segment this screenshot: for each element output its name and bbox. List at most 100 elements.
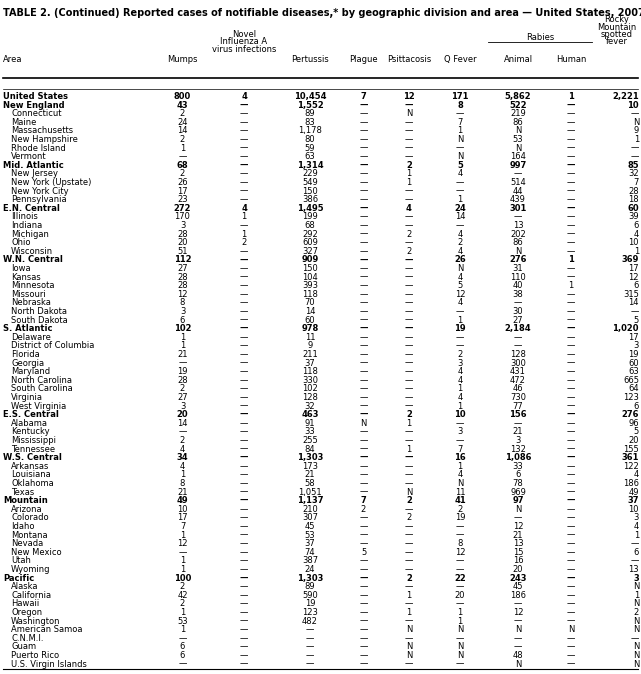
Text: 21: 21 [178, 487, 188, 497]
Text: 2: 2 [406, 574, 412, 582]
Text: 21: 21 [513, 530, 523, 540]
Text: Washington: Washington [11, 617, 60, 625]
Text: —: — [567, 445, 575, 454]
Text: 18: 18 [628, 195, 639, 204]
Text: —: — [567, 315, 575, 325]
Text: —: — [240, 470, 248, 479]
Text: —: — [567, 393, 575, 402]
Text: 4: 4 [458, 272, 463, 282]
Text: —: — [359, 453, 368, 462]
Text: 28: 28 [177, 230, 188, 239]
Text: —: — [240, 333, 248, 342]
Text: 4: 4 [458, 393, 463, 402]
Text: 1,303: 1,303 [297, 574, 323, 582]
Text: —: — [240, 402, 248, 410]
Text: —: — [567, 522, 575, 531]
Text: N: N [406, 651, 412, 660]
Text: N: N [633, 118, 639, 127]
Text: 255: 255 [302, 436, 318, 445]
Text: California: California [11, 591, 51, 600]
Text: 4: 4 [180, 462, 185, 471]
Text: —: — [567, 195, 575, 204]
Text: Kansas: Kansas [11, 272, 41, 282]
Text: 12: 12 [513, 608, 523, 617]
Text: 14: 14 [304, 307, 315, 316]
Text: —: — [405, 505, 413, 514]
Text: 609: 609 [302, 238, 318, 247]
Text: Rocky: Rocky [604, 15, 629, 24]
Text: —: — [567, 384, 575, 394]
Text: 4: 4 [241, 92, 247, 101]
Text: —: — [567, 410, 575, 419]
Text: —: — [567, 109, 575, 118]
Text: —: — [240, 350, 248, 359]
Text: —: — [360, 393, 368, 402]
Text: 104: 104 [302, 272, 318, 282]
Text: 41: 41 [454, 496, 466, 506]
Text: 4: 4 [458, 470, 463, 479]
Text: 1: 1 [180, 565, 185, 574]
Text: —: — [240, 651, 248, 660]
Text: —: — [514, 419, 522, 428]
Text: —: — [405, 539, 413, 548]
Text: 11: 11 [454, 487, 465, 497]
Text: 21: 21 [304, 470, 315, 479]
Text: 42: 42 [178, 591, 188, 600]
Text: —: — [240, 514, 248, 522]
Text: —: — [240, 299, 248, 307]
Text: —: — [240, 660, 248, 669]
Text: Montana: Montana [11, 530, 47, 540]
Text: —: — [567, 599, 575, 609]
Text: 6: 6 [633, 281, 639, 290]
Text: N: N [457, 135, 463, 144]
Text: 37: 37 [628, 496, 639, 506]
Text: —: — [178, 359, 187, 367]
Text: Mumps: Mumps [167, 55, 198, 64]
Text: 7: 7 [457, 445, 463, 454]
Text: American Samoa: American Samoa [11, 625, 83, 634]
Text: 85: 85 [628, 161, 639, 170]
Text: Area: Area [3, 55, 22, 64]
Text: 164: 164 [510, 152, 526, 161]
Text: —: — [456, 634, 464, 643]
Text: 8: 8 [180, 479, 185, 488]
Text: —: — [405, 436, 413, 445]
Text: 482: 482 [302, 617, 318, 625]
Text: —: — [240, 161, 248, 170]
Text: 202: 202 [510, 230, 526, 239]
Text: N: N [515, 127, 521, 135]
Text: —: — [240, 376, 248, 385]
Text: 89: 89 [304, 109, 315, 118]
Text: —: — [360, 135, 368, 144]
Text: 909: 909 [301, 255, 319, 264]
Text: 123: 123 [623, 393, 639, 402]
Text: —: — [240, 255, 248, 264]
Text: —: — [405, 617, 413, 625]
Text: 63: 63 [628, 367, 639, 376]
Text: —: — [405, 462, 413, 471]
Text: 28: 28 [177, 376, 188, 385]
Text: 1: 1 [180, 333, 185, 342]
Text: 4: 4 [634, 230, 639, 239]
Text: 2: 2 [406, 161, 412, 170]
Text: Louisiana: Louisiana [11, 470, 51, 479]
Text: —: — [360, 144, 368, 152]
Text: —: — [404, 255, 413, 264]
Text: —: — [567, 350, 575, 359]
Text: 307: 307 [302, 514, 318, 522]
Text: —: — [567, 436, 575, 445]
Text: West Virginia: West Virginia [11, 402, 66, 410]
Text: Influenza A: Influenza A [221, 38, 267, 47]
Text: —: — [567, 548, 575, 557]
Text: —: — [567, 660, 575, 669]
Text: —: — [567, 144, 575, 152]
Text: 2: 2 [180, 169, 185, 179]
Text: —: — [360, 539, 368, 548]
Text: 53: 53 [304, 530, 315, 540]
Text: 122: 122 [623, 462, 639, 471]
Text: 210: 210 [302, 505, 318, 514]
Text: 21: 21 [513, 427, 523, 436]
Text: —: — [567, 100, 575, 110]
Text: —: — [240, 479, 248, 488]
Text: 549: 549 [302, 178, 318, 187]
